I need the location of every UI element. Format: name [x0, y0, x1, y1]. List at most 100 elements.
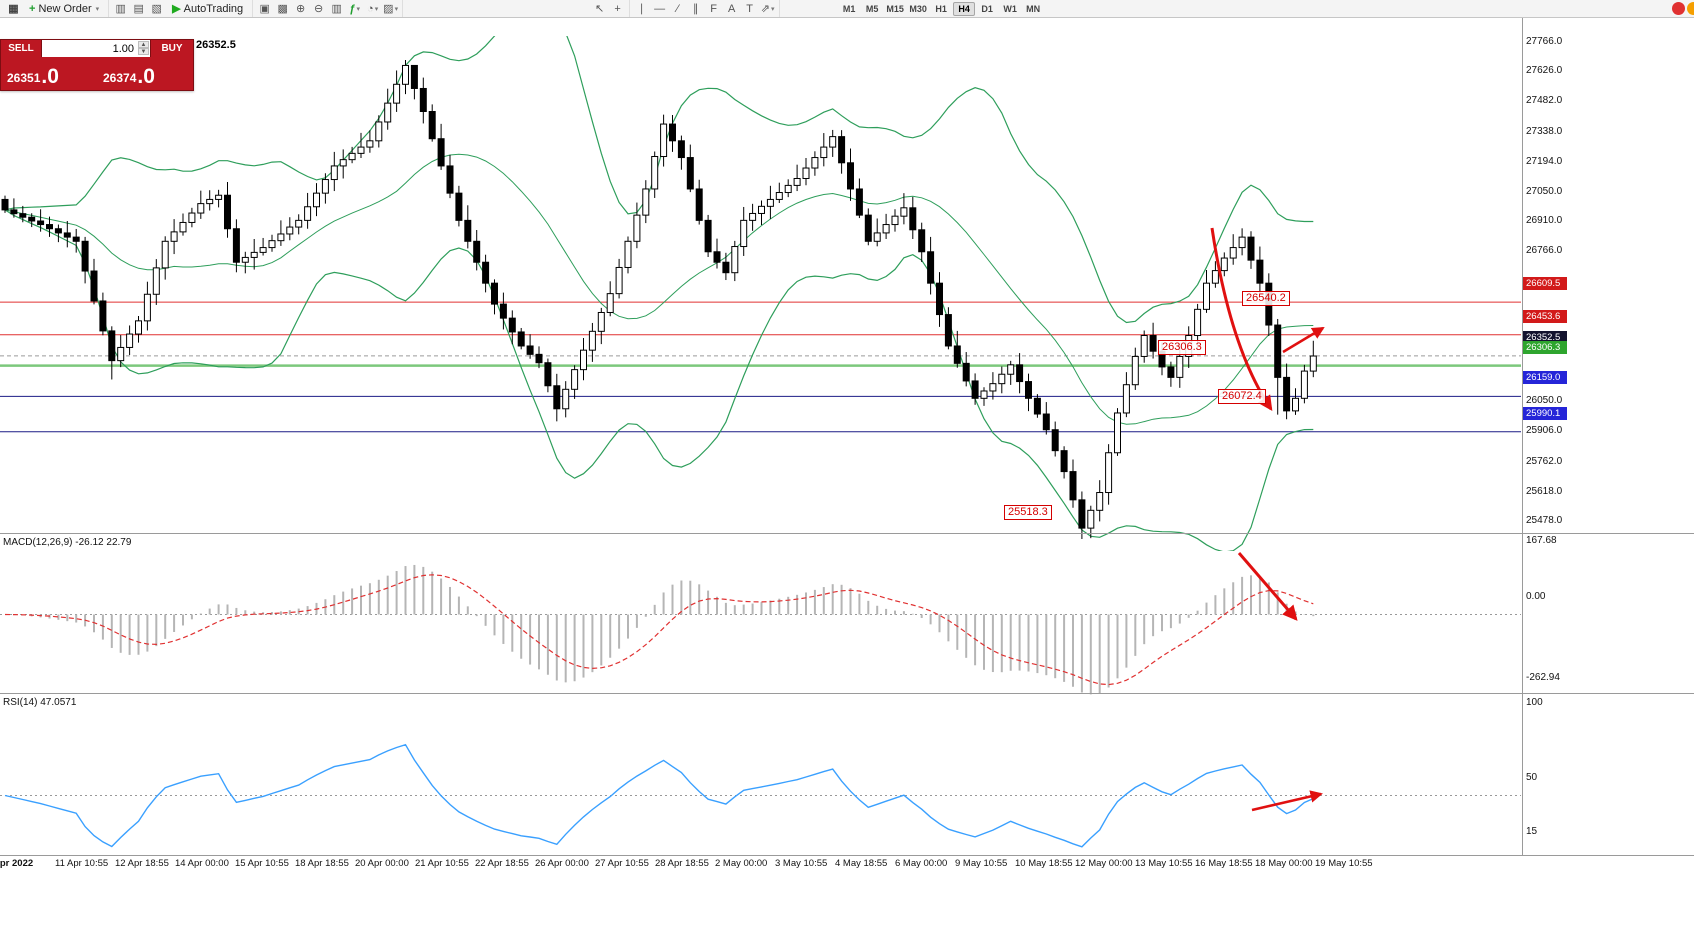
price-annotation[interactable]: 25518.3 — [1004, 504, 1052, 520]
price-scale-label: 25762.0 — [1526, 455, 1563, 467]
autotrading-button-icon: ▶ — [172, 3, 181, 15]
price-annotation[interactable]: 26306.3 — [1158, 339, 1206, 355]
cascade-windows-icon[interactable]: ▩ — [274, 1, 291, 16]
rsi-scale-label: 50 — [1526, 771, 1538, 783]
chart-bars-icon-glyph: ▥ — [115, 3, 126, 15]
text-label-icon[interactable]: T — [741, 1, 758, 16]
timeframe-h4-button[interactable]: H4 — [953, 1, 976, 16]
new-order-button-label: New Order — [38, 2, 92, 15]
sell-button[interactable]: SELL — [1, 40, 41, 57]
buy-price-main: 26374 — [103, 71, 137, 85]
price-scale-label: 26050.0 — [1526, 395, 1563, 407]
price-scale-label: 27194.0 — [1526, 155, 1563, 167]
time-axis-label: 27 Apr 10:55 — [595, 858, 649, 869]
new-order-button-icon: + — [29, 2, 36, 15]
chart-line-icon[interactable]: ▧ — [148, 1, 165, 16]
toolbar-group: ▦ + New Order ▾ — [2, 0, 110, 17]
cursor-icon-glyph: ↖ — [595, 3, 605, 15]
volume-down-icon[interactable]: ▼ — [138, 48, 149, 55]
timeframe-m1-button[interactable]: M1 — [842, 3, 856, 14]
volume-field[interactable]: ▲▼ — [41, 40, 151, 57]
zoom-in-icon-glyph: ⊕ — [296, 3, 306, 15]
rsi-indicator-label: RSI(14) 47.0571 — [3, 697, 77, 708]
toolbar-group: ▥ ▤ ▧ ▶ AutoTrading — [109, 0, 254, 17]
fibonacci-icon[interactable]: F — [705, 1, 722, 16]
chart-area[interactable]: JPN225-,H4 26510.0 26545.0 26332.5 26352… — [0, 18, 1694, 936]
price-scale-badge: 26453.6 — [1523, 309, 1567, 323]
trend-arrow — [1251, 790, 1323, 812]
trendline-icon[interactable]: ∕ — [669, 1, 686, 16]
chart-candles-icon[interactable]: ▤ — [130, 1, 147, 16]
dropdown-arrow-icon[interactable]: ▾ — [374, 5, 379, 13]
buy-button[interactable]: BUY — [151, 40, 193, 57]
text-label-icon-glyph: T — [746, 2, 753, 15]
zoom-in-icon[interactable]: ⊕ — [292, 1, 309, 16]
zoom-out-icon[interactable]: ⊖ — [310, 1, 327, 16]
timeframe-m30-button[interactable]: M30 — [909, 3, 927, 14]
buy-price-pips: .0 — [137, 65, 155, 88]
price-annotation[interactable]: 26072.4 — [1218, 388, 1266, 404]
new-chart-icon[interactable]: ▦ — [5, 1, 22, 16]
volume-input[interactable] — [42, 40, 150, 57]
macd-signal-line — [4, 574, 1314, 686]
macd-panel-separator — [0, 533, 1694, 534]
crosshair-icon[interactable]: + — [609, 1, 626, 16]
chart-bars-icon[interactable]: ▥ — [112, 1, 129, 16]
price-scale-label: 25906.0 — [1526, 425, 1563, 437]
new-order-button[interactable]: + New Order ▾ — [23, 1, 105, 16]
alert-icon[interactable]: ● — [1672, 2, 1685, 15]
macd-indicator-label: MACD(12,26,9) -26.12 22.79 — [3, 537, 132, 548]
time-axis-label: 12 May 00:00 — [1075, 858, 1133, 869]
toolbar-group: M1 M5 M15 M30 H1 H4 D1 W1 MN — [835, 0, 1047, 17]
indicators-icon[interactable]: ƒ ▾ — [346, 1, 363, 16]
cursor-icon[interactable]: ↖ — [591, 1, 608, 16]
indicators-icon-glyph: ƒ — [349, 2, 356, 15]
periods-icon[interactable]: ◔ ▾ — [364, 1, 381, 16]
sell-price-main: 26351 — [7, 71, 41, 85]
time-axis-label: 2 May 00:00 — [715, 858, 768, 869]
timeframe-m5-button[interactable]: M5 — [865, 3, 879, 14]
timeframe-mn-button[interactable]: MN — [1026, 3, 1041, 14]
price-scale-label: 26910.0 — [1526, 215, 1563, 227]
price-scale-badge: 26306.3 — [1523, 340, 1567, 354]
arrows-icon[interactable]: ⇗ ▾ — [759, 1, 776, 16]
price-scale-label: 27050.0 — [1526, 185, 1563, 197]
autotrading-button[interactable]: ▶ AutoTrading — [166, 1, 249, 16]
new-chart-icon-glyph: ▦ — [8, 3, 19, 15]
dropdown-arrow-icon[interactable]: ▾ — [356, 5, 360, 13]
chart-shift-icon[interactable]: ▥ — [328, 1, 345, 16]
toolbar-group: ∣ ― ∕ ∥ F A T ⇗ ▾ — [630, 0, 781, 17]
dropdown-arrow-icon[interactable]: ▾ — [95, 5, 100, 13]
equidistant-channel-icon[interactable]: ∥ — [687, 1, 704, 16]
templates-icon[interactable]: ▨ ▾ — [382, 1, 399, 16]
time-axis-label: 16 May 18:55 — [1195, 858, 1253, 869]
toolbar-group: ↖ + — [588, 0, 631, 17]
chart-canvas — [0, 36, 1521, 848]
vertical-line-icon-glyph: ∣ — [638, 3, 645, 15]
fibonacci-icon-glyph: F — [710, 2, 717, 15]
price-scale-label: 27626.0 — [1526, 65, 1563, 77]
dropdown-arrow-icon[interactable]: ▾ — [770, 5, 775, 13]
time-axis-label: 10 May 18:55 — [1015, 858, 1073, 869]
timeframe-w1-button[interactable]: W1 — [1003, 3, 1017, 14]
volume-up-icon[interactable]: ▲ — [138, 41, 149, 48]
timeframe-h1-button[interactable]: H1 — [935, 3, 947, 14]
horizontal-line-icon[interactable]: ― — [651, 1, 668, 16]
price-scale-separator — [1522, 18, 1523, 855]
notification-icon[interactable]: ● — [1687, 2, 1694, 15]
timeframe-d1-button[interactable]: D1 — [981, 3, 993, 14]
equidistant-channel-icon-glyph: ∥ — [692, 3, 699, 15]
price-annotation[interactable]: 26540.2 — [1242, 290, 1290, 306]
rsi-plot — [0, 743, 1521, 848]
time-axis-label: 18 Apr 18:55 — [295, 858, 349, 869]
macd-scale-label: 0.00 — [1526, 590, 1546, 602]
text-icon[interactable]: A — [723, 1, 740, 16]
tile-windows-icon[interactable]: ▣ — [256, 1, 273, 16]
trend-arrow — [1282, 326, 1325, 354]
volume-stepper[interactable]: ▲ ▼ — [138, 41, 149, 55]
dropdown-arrow-icon[interactable]: ▾ — [394, 5, 399, 13]
timeframe-m15-button[interactable]: M15 — [886, 3, 904, 14]
vertical-line-icon[interactable]: ∣ — [633, 1, 650, 16]
time-axis-label: 4 May 18:55 — [835, 858, 888, 869]
